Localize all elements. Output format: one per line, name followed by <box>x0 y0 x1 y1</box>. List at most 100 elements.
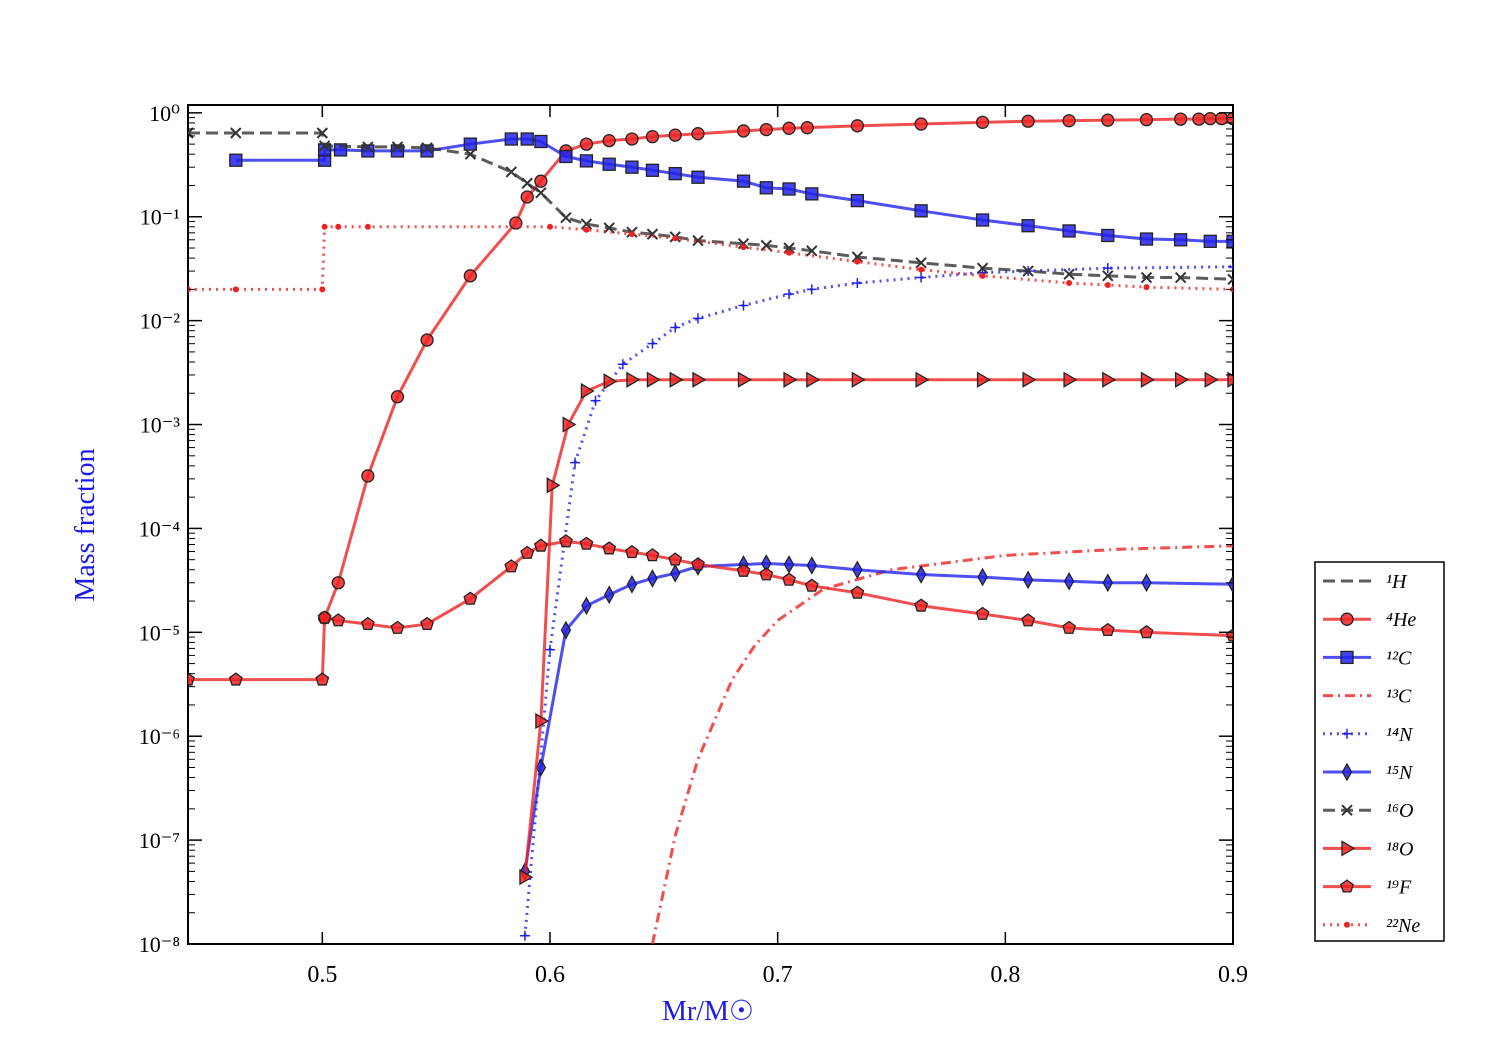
marker <box>916 272 927 283</box>
marker <box>645 163 660 177</box>
y-tick-label: 10⁻⁷ <box>139 828 180 853</box>
marker <box>975 606 990 620</box>
marker <box>228 672 243 686</box>
x-tick-label: 0.6 <box>535 962 565 988</box>
marker <box>647 338 658 349</box>
marker <box>1139 625 1154 639</box>
marker <box>546 223 553 230</box>
marker <box>520 132 534 146</box>
marker <box>645 548 660 562</box>
marker <box>321 223 328 230</box>
marker <box>579 154 594 168</box>
y-tick-label: 10⁻⁸ <box>139 932 180 957</box>
marker <box>737 238 750 250</box>
marker <box>590 395 601 406</box>
marker <box>519 869 534 886</box>
plot-frame <box>187 104 1234 945</box>
marker <box>391 141 404 153</box>
marker <box>1341 762 1353 782</box>
marker <box>976 262 989 274</box>
marker <box>692 313 703 324</box>
marker <box>1340 879 1354 893</box>
marker <box>232 286 239 293</box>
marker <box>1102 573 1114 593</box>
marker <box>581 596 592 616</box>
x-tick-label: 0.7 <box>763 962 793 988</box>
marker <box>625 160 639 174</box>
marker <box>646 228 659 240</box>
marker <box>1226 628 1233 642</box>
marker <box>800 121 814 135</box>
plot-area <box>188 111 1233 944</box>
marker <box>736 124 751 138</box>
marker <box>331 576 345 590</box>
marker <box>361 469 375 483</box>
marker <box>1101 228 1115 243</box>
series-line <box>650 544 1233 944</box>
marker <box>420 333 434 347</box>
marker <box>1063 371 1078 388</box>
marker <box>1340 612 1354 626</box>
marker <box>558 534 573 548</box>
marker <box>362 141 374 153</box>
marker <box>1102 270 1114 282</box>
marker <box>1341 804 1353 816</box>
y-axis-label: Mass fraction <box>70 448 101 601</box>
marker <box>360 616 375 631</box>
marker <box>977 567 988 587</box>
marker <box>1021 613 1036 627</box>
series-line <box>188 225 1233 291</box>
marker <box>544 644 555 655</box>
marker <box>1022 570 1034 590</box>
marker <box>188 672 195 686</box>
marker <box>1104 282 1111 289</box>
marker <box>783 555 795 574</box>
marker <box>668 128 682 142</box>
marker <box>1066 280 1073 287</box>
marker <box>669 563 681 583</box>
marker <box>1227 273 1233 286</box>
series-line <box>523 265 1233 936</box>
marker <box>1102 263 1113 274</box>
marker <box>315 672 330 686</box>
marker <box>1174 271 1187 284</box>
marker <box>736 174 751 188</box>
marker <box>783 371 798 388</box>
marker <box>979 272 986 279</box>
marker <box>975 213 990 227</box>
marker <box>625 132 639 146</box>
marker <box>535 187 547 199</box>
marker <box>1227 371 1233 388</box>
x-tick-label: 0.9 <box>1218 962 1248 988</box>
series-line <box>523 378 1233 878</box>
marker <box>1143 284 1150 291</box>
y-tick-label: 10⁻² <box>140 309 181 334</box>
marker <box>520 190 534 204</box>
marker <box>230 127 242 139</box>
y-tick-label: 10⁻⁶ <box>139 724 180 749</box>
marker <box>562 416 577 433</box>
marker <box>854 258 861 265</box>
marker <box>670 322 681 333</box>
marker <box>782 121 796 135</box>
marker <box>692 234 704 247</box>
marker <box>852 278 863 289</box>
marker <box>1062 114 1076 128</box>
marker <box>915 565 927 584</box>
marker <box>784 289 795 300</box>
marker <box>738 300 749 311</box>
marker <box>806 284 817 295</box>
marker <box>535 712 550 730</box>
marker <box>668 552 683 566</box>
marker <box>646 371 661 388</box>
legend-label: ¹⁶O <box>1386 800 1413 822</box>
marker <box>740 244 747 251</box>
marker <box>316 127 329 139</box>
marker <box>421 142 433 154</box>
marker <box>692 371 707 388</box>
marker <box>915 371 930 388</box>
marker <box>759 181 773 195</box>
marker <box>975 115 990 130</box>
marker <box>1062 224 1076 238</box>
marker <box>1063 571 1075 591</box>
